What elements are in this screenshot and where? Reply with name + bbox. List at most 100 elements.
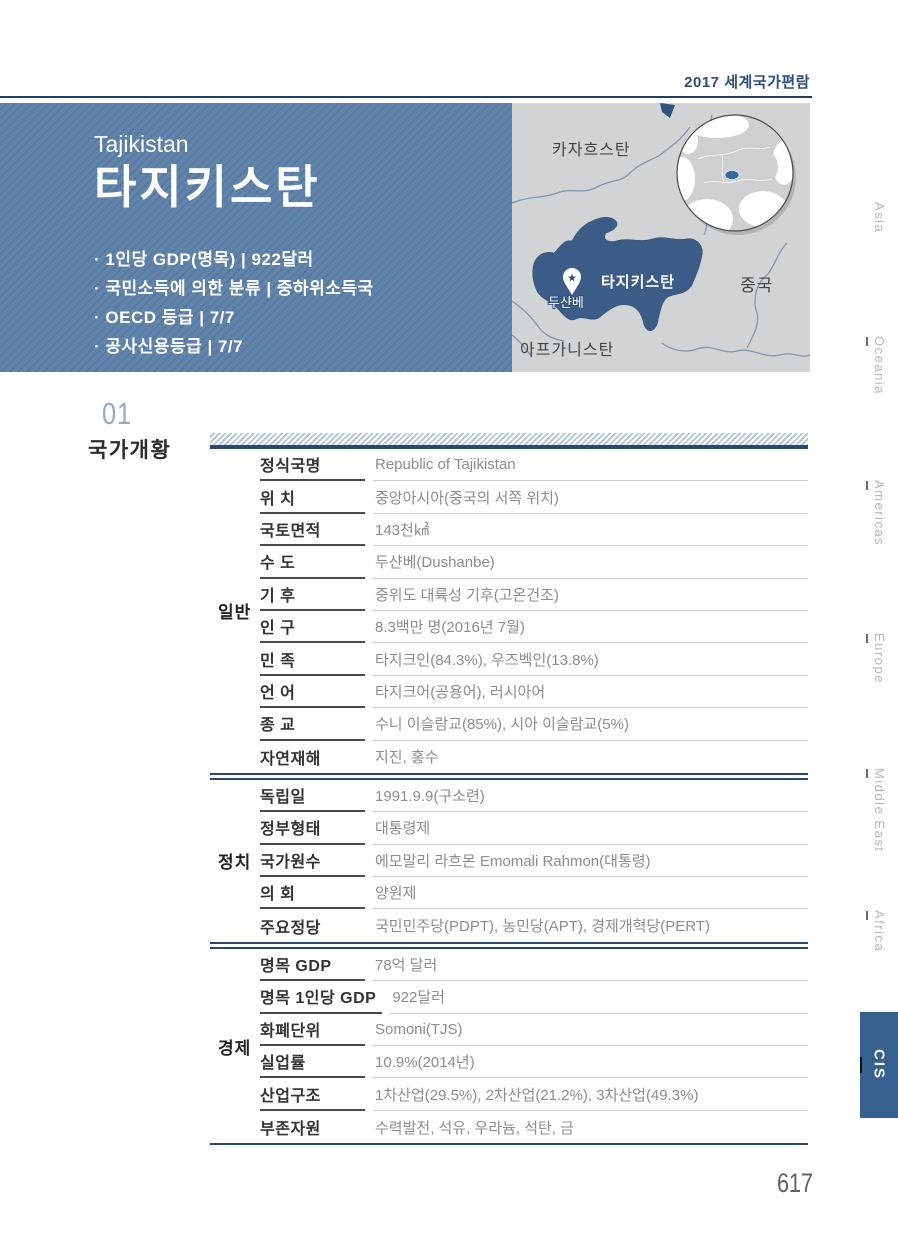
sidebar-tab-label: Middle East xyxy=(872,768,887,853)
row-label: 종 교 xyxy=(260,708,365,741)
row-value: 수니 이슬람교(85%), 시아 이슬람교(5%) xyxy=(373,708,808,741)
sidebar-tab-africa: Africa xyxy=(866,910,887,953)
table-row: 실업률 10.9%(2014년) xyxy=(260,1046,808,1079)
row-label: 산업구조 xyxy=(260,1078,365,1111)
row-label: 정식국명 xyxy=(260,449,365,482)
row-label: 의 회 xyxy=(260,877,365,910)
row-value: 에모말리 라흐몬 Emomali Rahmon(대통령) xyxy=(373,845,808,878)
row-label: 명목 1인당 GDP xyxy=(260,981,383,1014)
sidebar-tick xyxy=(866,481,868,490)
country-table-body: 일반 정식국명 Republic of Tajikistan 위 치 중앙아시아(중국의… xyxy=(210,449,808,1143)
banner-bullet: · 공사신용등급 | 7/7 xyxy=(94,337,244,356)
row-value: 국민민주당(PDPT), 농민당(APT), 경제개혁당(PERT) xyxy=(375,918,710,936)
table-row: 독립일 1991.9.9(구소련) xyxy=(260,780,808,813)
banner-bullet: · 국민소득에 의한 분류 | 중하위소득국 xyxy=(94,279,374,298)
book-title: 2017 세계국가편람 xyxy=(684,74,810,91)
map-svg: ★ 카자흐스탄 중국 아프가니스탄 타지키스탄 두샨베 xyxy=(511,103,811,372)
table-row: 명목 GDP 78억 달러 xyxy=(260,949,808,982)
row-value: 타지크인(84.3%), 우즈벡인(13.8%) xyxy=(373,643,808,676)
sidebar-tick xyxy=(866,769,868,778)
row-label: 주요정당 xyxy=(260,919,321,937)
table-group: 경제 명목 GDP 78억 달러 명목 1인당 GDP 922달러 화폐단위 Somoni(… xyxy=(210,949,808,1143)
section-title: 국가개황 xyxy=(88,439,172,462)
sidebar-tab-label: Asia xyxy=(872,202,887,234)
row-label: 자연재해 xyxy=(260,750,321,768)
row-label: 실업률 xyxy=(260,1046,365,1079)
row-value: 1차산업(29.5%), 2차산업(21.2%), 3차산업(49.3%) xyxy=(373,1078,808,1111)
section-divider xyxy=(210,941,808,949)
map-label-kazakhstan: 카자흐스탄 xyxy=(552,141,631,159)
row-value: Republic of Tajikistan xyxy=(373,449,808,482)
table-row: 종 교 수니 이슬람교(85%), 시아 이슬람교(5%) xyxy=(260,708,808,741)
row-value: 중위도 대륙성 기후(고온건조) xyxy=(373,579,808,611)
row-value: 양원제 xyxy=(373,877,808,910)
row-label: 독립일 xyxy=(260,780,365,813)
row-label: 인 구 xyxy=(260,611,365,644)
row-value: 1991.9.9(구소련) xyxy=(373,780,808,813)
sidebar-tab-label: Oceania xyxy=(872,336,887,395)
row-label: 기 후 xyxy=(260,579,365,611)
table-row: 위 치 중앙아시아(중국의 서쪽 위치) xyxy=(260,481,808,514)
row-value: 중앙아시아(중국의 서쪽 위치) xyxy=(373,481,808,514)
page-number: 617 xyxy=(777,1168,814,1198)
sidebar-tab-europe: Europe xyxy=(866,633,887,684)
sidebar-tick xyxy=(866,911,868,920)
sidebar-tick xyxy=(866,337,868,346)
table-row: 국토면적 143천㎢ xyxy=(260,514,808,547)
row-label: 부존자원 xyxy=(260,1121,321,1138)
table-row: 언 어 타지크어(공용어), 러시아어 xyxy=(260,676,808,709)
sidebar-tab-label: Americas xyxy=(872,480,887,547)
table-row: 주요정당 국민민주당(PDPT), 농민당(APT), 경제개혁당(PERT) xyxy=(260,909,808,941)
globe-inset xyxy=(676,114,796,235)
table-row: 기 후 중위도 대륙성 기후(고온건조) xyxy=(260,579,808,611)
table-row: 수 도 두샨베(Dushanbe) xyxy=(260,546,808,579)
group-label: 일반 xyxy=(218,603,252,623)
pin-star-icon: ★ xyxy=(567,273,577,285)
table-row: 국가원수 에모말리 라흐몬 Emomali Rahmon(대통령) xyxy=(260,845,808,878)
row-value: 143천㎢ xyxy=(373,514,808,547)
country-map: ★ 카자흐스탄 중국 아프가니스탄 타지키스탄 두샨베 xyxy=(511,103,811,372)
map-label-tajikistan: 타지키스탄 xyxy=(601,274,675,291)
table-group: 정치 독립일 1991.9.9(구소련) 정부형태 대통령제 국가원수 에모말리 라흐몬 E… xyxy=(210,780,808,942)
row-value: 두샨베(Dushanbe) xyxy=(373,546,808,579)
row-label: 언 어 xyxy=(260,676,365,709)
group-label: 정치 xyxy=(218,853,252,873)
table-row: 의 회 양원제 xyxy=(260,877,808,910)
row-label: 국토면적 xyxy=(260,514,365,547)
table-row: 산업구조 1차산업(29.5%), 2차산업(21.2%), 3차산업(49.3%… xyxy=(260,1078,808,1111)
table-group: 일반 정식국명 Republic of Tajikistan 위 치 중앙아시아(중국의… xyxy=(210,449,808,773)
table-top-rule xyxy=(210,445,808,449)
sidebar-tab-asia: Asia xyxy=(872,202,887,233)
capital-pin-icon: ★ xyxy=(563,268,581,295)
sidebar-tab-oceania: Oceania xyxy=(866,336,887,395)
sidebar-tab-cis-active: CIS xyxy=(860,1012,898,1118)
row-value: 10.9%(2014년) xyxy=(373,1046,808,1079)
row-label: 수 도 xyxy=(260,546,365,579)
row-label: 화폐단위 xyxy=(260,1014,365,1047)
table-row: 정식국명 Republic of Tajikistan xyxy=(260,449,808,482)
table-hatch-bar xyxy=(210,433,808,445)
country-banner: Tajikistan 타지키스탄 · 1인당 GDP(명목) | 922달러 · … xyxy=(0,103,811,372)
tajikistan-shape xyxy=(532,217,703,332)
map-label-capital: 두샨베 xyxy=(548,295,584,310)
sidebar-tab-label: Africa xyxy=(872,910,887,953)
row-label: 국가원수 xyxy=(260,845,365,878)
banner-left: Tajikistan 타지키스탄 · 1인당 GDP(명목) | 922달러 · … xyxy=(0,103,512,372)
row-value: 지진, 홍수 xyxy=(375,749,439,767)
sidebar-tab-label: Europe xyxy=(872,633,887,684)
sidebar-tick xyxy=(866,634,868,643)
section-number: 01 xyxy=(102,396,132,431)
banner-bullet: · OECD 등급 | 7/7 xyxy=(94,308,235,327)
table-row: 명목 1인당 GDP 922달러 xyxy=(260,981,808,1014)
row-label: 정부형태 xyxy=(260,812,365,845)
row-label: 민 족 xyxy=(260,643,365,676)
table-row: 부존자원 수력발전, 석유, 우라늄, 석탄, 금 xyxy=(260,1111,808,1143)
sidebar-tab-middle-east: Middle East xyxy=(866,768,887,853)
sidebar-tab-label: CIS xyxy=(870,1049,888,1081)
table-row: 민 족 타지크인(84.3%), 우즈벡인(13.8%) xyxy=(260,643,808,676)
lake-shape xyxy=(660,103,675,118)
header-rule xyxy=(0,96,812,98)
banner-bullet: · 1인당 GDP(명목) | 922달러 xyxy=(94,250,314,269)
row-value: 타지크어(공용어), 러시아어 xyxy=(373,676,808,709)
table-row: 인 구 8.3백만 명(2016년 7월) xyxy=(260,611,808,644)
